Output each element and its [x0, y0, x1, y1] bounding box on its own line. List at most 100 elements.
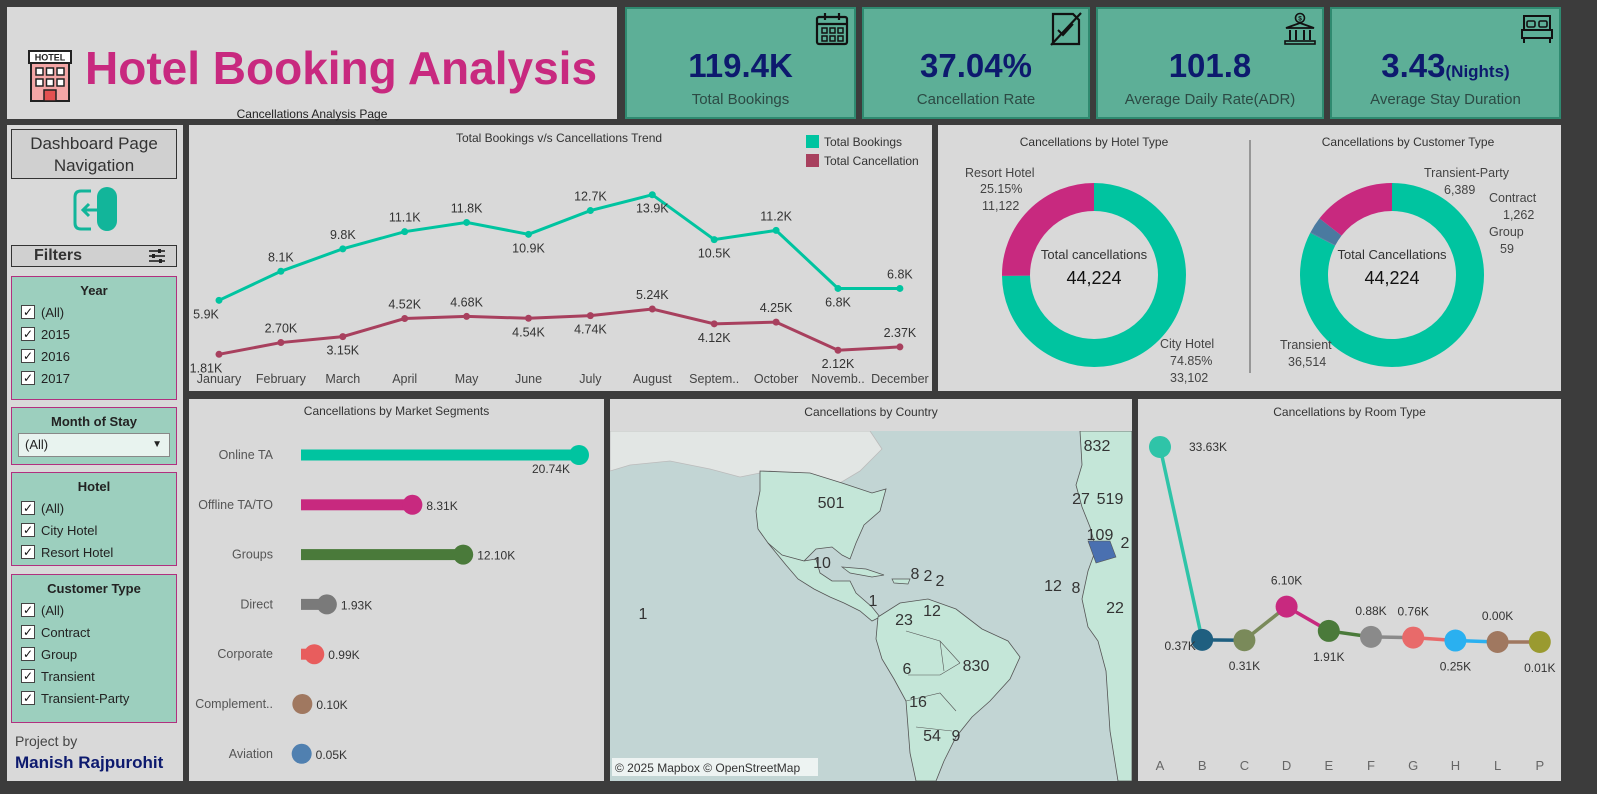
donut-charts-panel: Cancellations by Hotel Type Cancellations…: [938, 125, 1561, 391]
data-point[interactable]: [586, 312, 594, 320]
hotel-option-city[interactable]: ✓ City Hotel: [21, 523, 98, 538]
data-point[interactable]: [463, 218, 471, 226]
room-dot[interactable]: [1444, 629, 1467, 652]
data-point[interactable]: [710, 236, 718, 244]
donut-slice[interactable]: [1319, 183, 1393, 237]
data-point[interactable]: [525, 314, 532, 322]
segment-dot[interactable]: [304, 644, 325, 665]
border-line: [908, 662, 961, 676]
room-dot[interactable]: [1233, 629, 1256, 652]
checkbox[interactable]: ✓: [21, 349, 35, 363]
data-point[interactable]: [463, 312, 471, 320]
data-point[interactable]: [772, 318, 780, 326]
year-option-2017[interactable]: ✓ 2017: [21, 371, 70, 386]
segment-bar[interactable]: [301, 499, 413, 511]
slice-label: 11,122: [982, 199, 1019, 213]
kpi-value: 3.43(Nights): [1381, 47, 1510, 84]
room-value-label: 0.25K: [1440, 660, 1471, 674]
segment-dot[interactable]: [291, 743, 312, 764]
checkbox[interactable]: ✓: [21, 669, 35, 683]
room-dot[interactable]: [1149, 435, 1171, 458]
checkbox[interactable]: ✓: [21, 327, 35, 341]
hotel-option-all[interactable]: ✓ (All): [21, 501, 65, 516]
segment-dot[interactable]: [569, 445, 589, 465]
data-point[interactable]: [896, 343, 904, 351]
room-dot[interactable]: [1528, 630, 1551, 653]
data-point[interactable]: [339, 245, 347, 253]
data-point[interactable]: [215, 296, 223, 304]
x-tick-label: February: [256, 372, 307, 386]
segment-bar[interactable]: [301, 449, 579, 461]
checkbox[interactable]: ✓: [21, 305, 35, 319]
data-label: 6.8K: [887, 267, 913, 281]
month-dropdown[interactable]: (All) ▼: [18, 433, 170, 457]
country-portugal[interactable]: [1087, 540, 1117, 564]
customer-option-transient[interactable]: ✓ Transient: [21, 669, 95, 684]
hotel-type-title: Cancellations by Hotel Type: [1020, 135, 1169, 149]
data-point[interactable]: [525, 230, 532, 238]
data-point[interactable]: [277, 267, 285, 275]
data-point[interactable]: [710, 320, 718, 328]
navigate-back-icon[interactable]: [69, 185, 123, 235]
data-point[interactable]: [834, 346, 842, 354]
checkbox[interactable]: ✓: [21, 647, 35, 661]
data-point[interactable]: [648, 305, 656, 313]
hotel-option-resort[interactable]: ✓ Resort Hotel: [21, 545, 114, 560]
segment-label: Groups: [232, 548, 273, 562]
map-attribution[interactable]: © 2025 Mapbox © OpenStreetMap: [615, 761, 800, 775]
checkbox[interactable]: ✓: [21, 501, 35, 515]
segment-dot[interactable]: [402, 494, 423, 515]
room-dot[interactable]: [1486, 631, 1509, 653]
data-point[interactable]: [896, 284, 904, 292]
customer-option-contract[interactable]: ✓ Contract: [21, 625, 91, 640]
land-europe-africa[interactable]: [1075, 431, 1132, 781]
year-option-all[interactable]: ✓ (All): [21, 305, 65, 320]
checkbox[interactable]: ✓: [21, 691, 35, 705]
data-point[interactable]: [215, 350, 223, 358]
checkbox[interactable]: ✓: [21, 523, 35, 537]
data-point[interactable]: [834, 284, 842, 292]
x-tick-label: Novemb..: [811, 372, 865, 386]
room-dot[interactable]: [1191, 628, 1214, 651]
donut-slice[interactable]: [1300, 183, 1484, 367]
segment-dot[interactable]: [316, 594, 337, 615]
segment-bar[interactable]: [301, 549, 464, 561]
continent-south-america[interactable]: [875, 598, 1021, 781]
customer-option-all[interactable]: ✓ (All): [21, 603, 65, 618]
donut-slice[interactable]: [1002, 183, 1095, 277]
room-dot[interactable]: [1317, 619, 1340, 642]
data-point[interactable]: [648, 191, 656, 199]
room-dot[interactable]: [1360, 625, 1382, 648]
data-point[interactable]: [401, 315, 409, 323]
checkbox[interactable]: ✓: [21, 371, 35, 385]
room-dot[interactable]: [1402, 626, 1425, 649]
slice-label: 59: [1500, 242, 1514, 256]
data-point[interactable]: [772, 226, 780, 234]
donut-slice[interactable]: [1002, 183, 1186, 367]
data-label: 5.24K: [636, 288, 669, 302]
customer-option-group[interactable]: ✓ Group: [21, 647, 78, 662]
data-label: 13.9K: [636, 202, 669, 216]
segment-dot[interactable]: [453, 544, 474, 565]
year-option-2016[interactable]: ✓ 2016: [21, 349, 70, 364]
year-option-2015[interactable]: ✓ 2015: [21, 327, 70, 342]
data-point[interactable]: [401, 228, 409, 236]
checkbox[interactable]: ✓: [21, 603, 35, 617]
country-value-label: 109: [1087, 527, 1114, 544]
checkbox[interactable]: ✓: [21, 625, 35, 639]
donut-slice[interactable]: [1310, 218, 1342, 246]
customer-option-transient-party[interactable]: ✓ Transient-Party: [21, 691, 130, 706]
data-point[interactable]: [277, 339, 285, 347]
country-mexico[interactable]: [767, 542, 881, 622]
checkbox[interactable]: ✓: [21, 545, 35, 559]
island-cuba[interactable]: [840, 566, 885, 578]
segment-bar[interactable]: [301, 598, 327, 610]
data-point[interactable]: [339, 333, 347, 341]
island-hispaniola[interactable]: [891, 578, 911, 585]
data-point[interactable]: [586, 207, 594, 215]
room-dot[interactable]: [1275, 595, 1298, 618]
segment-dot[interactable]: [292, 694, 313, 714]
country-usa[interactable]: [755, 470, 887, 562]
country-value-label: 6: [903, 661, 912, 678]
